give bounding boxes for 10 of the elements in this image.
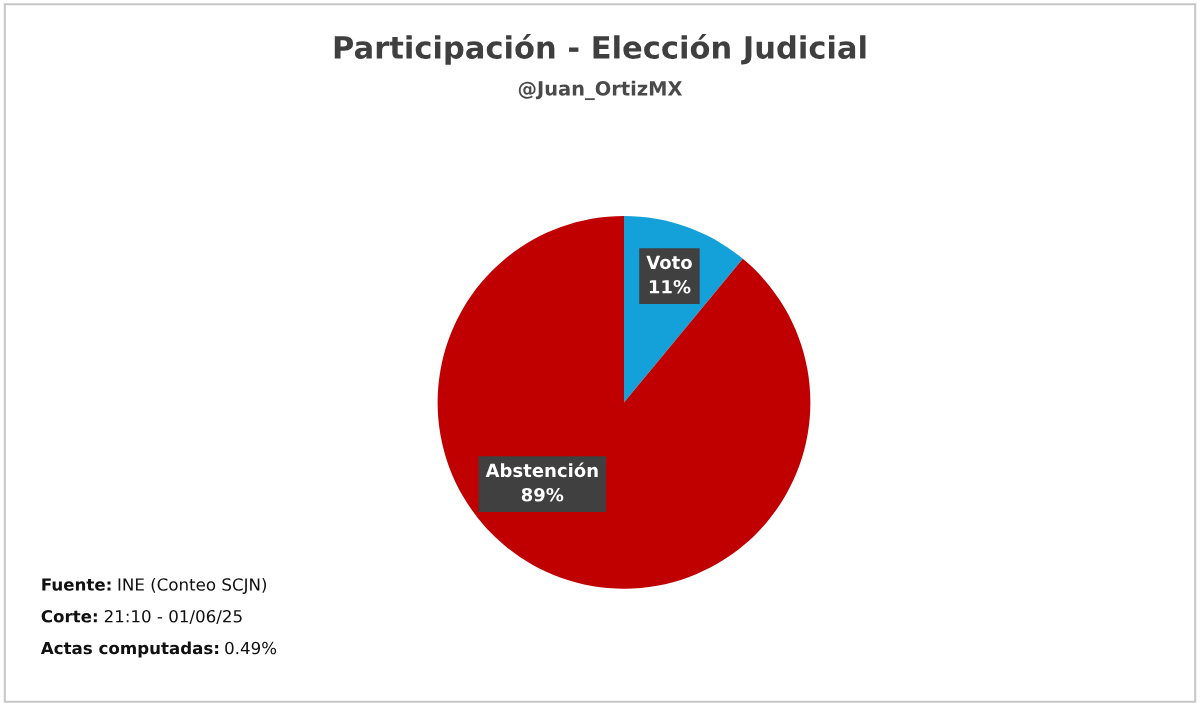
source-note: Fuente: INE (Conteo SCJN) — [42, 577, 267, 594]
data-label: 11% — [649, 279, 691, 294]
chart-title: Participación - Elección Judicial — [334, 34, 866, 65]
slice-label: Voto — [646, 255, 692, 270]
slice-label: Abstención — [485, 462, 598, 478]
chart-subtitle: @Juan_OrtizMX — [518, 80, 683, 101]
data-label: 89% — [521, 487, 564, 502]
pie-slice — [437, 216, 811, 589]
text: Actas computadas: 0.49% — [40, 641, 277, 658]
text: Corte: 21:10 - 01/06/25 — [41, 609, 242, 624]
